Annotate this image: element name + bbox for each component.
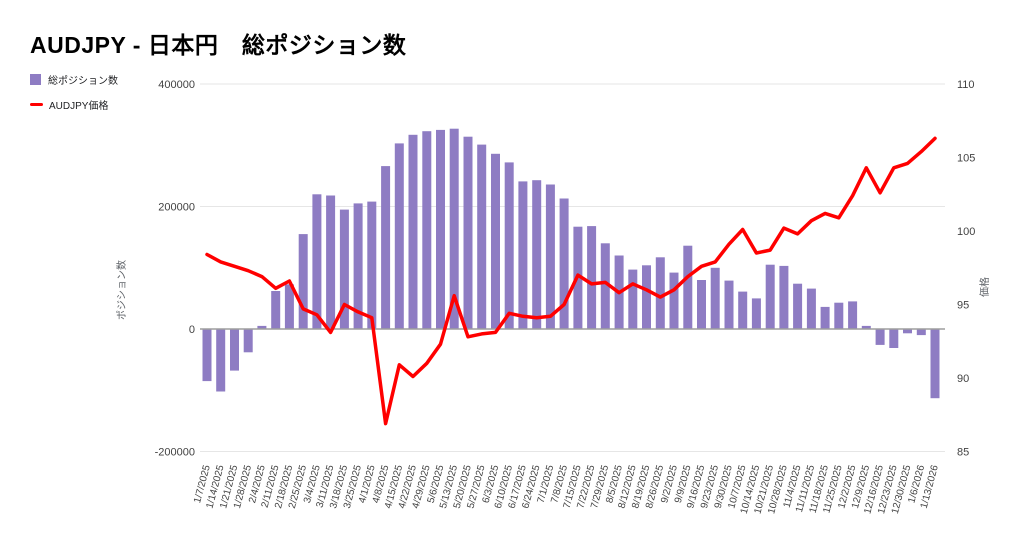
chart-legend: 総ポジション数 AUDJPY価格 xyxy=(30,72,118,122)
price-line xyxy=(205,136,937,426)
position-bar xyxy=(408,134,418,329)
position-bar xyxy=(422,131,432,329)
position-bar xyxy=(298,234,308,329)
position-bar xyxy=(751,298,761,329)
position-bar xyxy=(848,301,858,329)
position-bar xyxy=(793,283,803,329)
position-bar xyxy=(889,329,899,348)
position-bar xyxy=(202,329,212,382)
right-axis-tick: 85 xyxy=(957,447,969,459)
position-bar xyxy=(449,128,459,329)
position-bar xyxy=(600,243,610,330)
position-bar xyxy=(504,162,514,329)
position-bar xyxy=(669,272,679,329)
position-bar xyxy=(532,180,542,329)
left-axis-tick: 200000 xyxy=(158,202,195,214)
position-bar xyxy=(381,166,391,329)
chart-title: AUDJPY - 日本円 総ポジション数 xyxy=(30,32,407,58)
legend-label-positions: 総ポジション数 xyxy=(48,75,118,87)
line-swatch-icon xyxy=(30,102,43,106)
right-axis-tick: 110 xyxy=(957,79,975,91)
position-bar xyxy=(326,195,336,329)
position-bar xyxy=(518,181,528,329)
position-bar xyxy=(806,288,816,329)
position-bar xyxy=(820,306,830,329)
right-axis-tick: 90 xyxy=(957,373,969,385)
position-bar xyxy=(765,264,775,329)
position-bar xyxy=(655,257,665,329)
legend-item-positions: 総ポジション数 xyxy=(30,72,118,87)
position-bar xyxy=(642,265,651,329)
position-bar xyxy=(284,284,294,329)
position-bar xyxy=(559,198,569,329)
right-axis-tick: 95 xyxy=(957,300,969,312)
position-bar xyxy=(683,245,693,329)
legend-item-price: AUDJPY価格 xyxy=(30,97,118,112)
position-bar xyxy=(367,201,377,329)
position-bar xyxy=(697,280,706,329)
position-bar xyxy=(916,329,926,336)
position-bar xyxy=(587,226,597,329)
position-bar xyxy=(779,265,789,329)
bar-swatch-icon xyxy=(30,73,41,85)
position-bar xyxy=(394,143,404,329)
position-bar xyxy=(257,325,267,329)
left-axis-tick: -200000 xyxy=(155,447,195,459)
position-bar xyxy=(710,267,720,330)
position-bar xyxy=(628,269,638,329)
position-bar xyxy=(545,184,555,329)
position-bar xyxy=(834,302,844,329)
position-bar xyxy=(312,194,322,330)
position-bar xyxy=(477,144,487,329)
position-bar xyxy=(875,329,885,345)
position-bar xyxy=(738,291,748,329)
legend-label-price: AUDJPY価格 xyxy=(49,100,109,112)
position-bar xyxy=(903,329,912,334)
position-bar xyxy=(230,329,239,371)
left-axis-tick: 0 xyxy=(189,324,195,336)
position-bar xyxy=(861,325,871,329)
position-bar xyxy=(271,291,281,329)
position-bar xyxy=(353,203,363,329)
position-bar xyxy=(724,280,734,329)
left-axis-tick: 400000 xyxy=(158,79,195,91)
position-bar xyxy=(930,329,940,399)
right-axis-tick: 100 xyxy=(957,226,975,238)
position-bar xyxy=(243,329,253,353)
position-bar xyxy=(216,329,226,392)
position-bar xyxy=(339,209,349,329)
position-bar xyxy=(491,153,500,329)
right-axis-tick: 105 xyxy=(957,153,975,165)
position-bar xyxy=(436,129,445,329)
right-axis-title: 価格 xyxy=(978,277,991,297)
position-bar xyxy=(463,136,473,329)
left-axis-title: ポジション数 xyxy=(115,260,128,320)
